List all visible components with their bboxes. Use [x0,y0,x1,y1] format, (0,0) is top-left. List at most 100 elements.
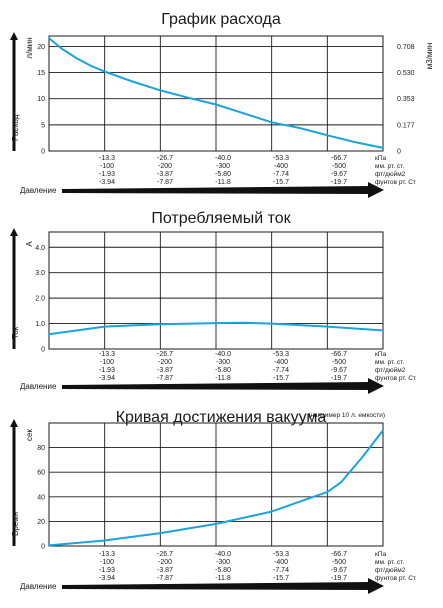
x-tick-label: -19.7 [331,375,347,382]
x-tick-label: -7.87 [157,575,173,582]
chart-note: (например 10 л. емкости) [308,412,385,419]
x-unit-label: кПа [375,351,387,358]
x-tick-label: -40.0 [215,351,231,358]
x-unit-label: фунтов рт. Ст [375,575,416,582]
y2-tick-label: 0.530 [397,70,415,77]
y-tick-label: 3.0 [35,270,45,277]
x-unit-label: мм. рт. ст. [375,559,404,566]
x-tick-label: -66.7 [331,351,347,358]
x-unit-label: фунтов рт. Ст [375,179,416,186]
x-tick-label: -13.3 [99,351,115,358]
y-tick-label: 40 [37,494,45,501]
y-tick-label: 80 [37,445,45,452]
y-tick-label: 15 [37,70,45,77]
x-tick-label: -11.8 [215,179,231,186]
x-tick-label: -15.7 [273,179,289,186]
x-unit-label: кПа [375,155,387,162]
x-tick-label: -9.67 [331,171,347,178]
x-tick-label: -53.3 [273,155,289,162]
x-tick-label: -53.3 [273,551,289,558]
y2-tick-label: 0.353 [397,96,415,103]
x-axis-label: Давление [20,382,57,391]
y2-unit-label: м3/мин [425,43,434,70]
series-line [48,37,384,149]
x-tick-label: -26.7 [157,155,173,162]
y2-tick-label: 0.708 [397,44,415,51]
chart-panel-3: Кривая достижения вакуума(например 10 л.… [10,409,416,594]
x-tick-label: -13.3 [99,155,115,162]
x-tick-label: -3.94 [99,375,115,382]
chart-title: Потребляемый ток [151,210,291,227]
x-tick-label: -3.87 [157,171,173,178]
x-tick-label: -66.7 [331,155,347,162]
x-tick-label: -7.74 [273,567,289,574]
x-unit-label: мм. рт. ст. [375,359,404,366]
x-tick-label: -66.7 [331,551,347,558]
x-tick-label: -13.3 [99,551,115,558]
x-axis-arrowhead [368,578,384,594]
y-tick-label: 4.0 [35,245,45,252]
x-unit-label: фт/дюйм2 [375,170,406,178]
y-tick-label: 20 [37,519,45,526]
x-tick-label: -15.7 [273,575,289,582]
y-tick-label: 5 [41,122,45,129]
chart-title: График расхода [161,11,281,28]
x-tick-label: -40.0 [215,551,231,558]
x-tick-label: -200 [158,559,172,566]
x-tick-label: -3.94 [99,575,115,582]
x-tick-label: -1.93 [99,567,115,574]
x-tick-label: -3.87 [157,367,173,374]
x-axis-arrow [62,582,370,590]
x-unit-label: кПа [375,551,387,558]
x-tick-label: -100 [100,359,114,366]
y-tick-label: 20 [37,44,45,51]
x-tick-label: -40.0 [215,155,231,162]
x-tick-label: -400 [274,359,288,366]
y-axis-label: Ток [11,326,20,339]
x-tick-label: -5.80 [215,367,231,374]
y-axis-arrowhead [10,419,18,427]
chart-panel-2: Потребляемый ток 0 1.0 2.0 3.0 4.0 Ток А -13.3 -2… [10,210,416,394]
x-tick-label: -100 [100,559,114,566]
series-line [48,321,384,336]
x-tick-label: -300 [216,559,230,566]
x-tick-label: -100 [100,163,114,170]
y2-tick-label: 0 [397,149,401,156]
x-tick-label: -300 [216,359,230,366]
x-tick-label: -500 [332,163,346,170]
x-unit-label: фунтов рт. Ст [375,375,416,382]
x-axis-arrow [62,382,370,390]
x-axis-arrow [62,186,370,194]
y-axis-label: Расход [11,114,20,141]
x-tick-label: -7.74 [273,171,289,178]
y2-tick-label: 0.177 [397,122,415,129]
x-tick-label: -11.8 [215,575,231,582]
x-tick-label: -15.7 [273,375,289,382]
x-tick-label: -1.93 [99,171,115,178]
x-axis-arrowhead [368,182,384,198]
x-tick-label: -300 [216,163,230,170]
series-line [48,429,384,547]
y-tick-label: 60 [37,470,45,477]
y-axis-label: Время [11,512,20,536]
x-tick-label: -9.67 [331,367,347,374]
x-axis-label: Давление [20,582,57,591]
x-unit-label: мм. рт. ст. [375,163,404,170]
x-tick-label: -11.8 [215,375,231,382]
x-tick-label: -7.87 [157,179,173,186]
y-axis-arrowhead [10,32,18,40]
x-tick-label: -200 [158,359,172,366]
x-tick-label: -200 [158,163,172,170]
x-tick-label: -53.3 [273,351,289,358]
x-tick-label: -7.74 [273,367,289,374]
x-axis-label: Давление [20,186,57,195]
x-tick-label: -3.87 [157,567,173,574]
y-tick-label: 10 [37,96,45,103]
x-tick-label: -5.80 [215,171,231,178]
x-tick-label: -400 [274,163,288,170]
x-tick-label: -26.7 [157,351,173,358]
y-tick-label: 0 [41,544,45,551]
x-tick-label: -9.67 [331,567,347,574]
y-tick-label: 0 [41,347,45,354]
